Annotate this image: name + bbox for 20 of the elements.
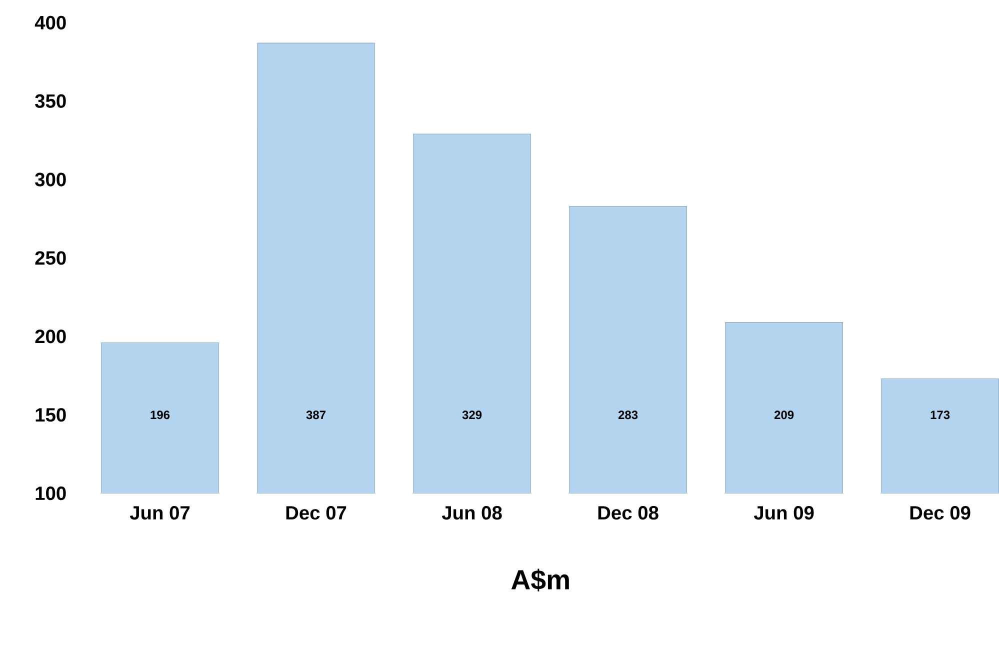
y-tick-label: 100 [36,486,66,500]
x-tick-label: Dec 07 [286,506,346,520]
x-tick-label: Dec 08 [598,506,658,520]
y-tick-label: 350 [35,94,66,108]
x-tick-label: Jun 07 [130,506,190,520]
data-label: 387 [306,410,326,420]
y-tick-label: 150 [36,408,66,422]
x-axis-title: A$m [511,568,569,592]
x-tick-label: Dec 09 [910,506,970,520]
x-tick-label: Jun 08 [442,506,502,520]
y-tick-label: 300 [35,172,66,186]
data-label: 329 [462,410,482,420]
data-label: 209 [774,410,794,420]
y-tick-label: 200 [35,330,66,344]
data-label: 173 [930,410,950,420]
y-tick-label: 250 [35,251,66,265]
data-label: 196 [150,410,170,420]
data-label: 283 [618,410,638,420]
x-tick-label: Jun 09 [754,506,814,520]
y-tick-label: 400 [34,16,66,30]
